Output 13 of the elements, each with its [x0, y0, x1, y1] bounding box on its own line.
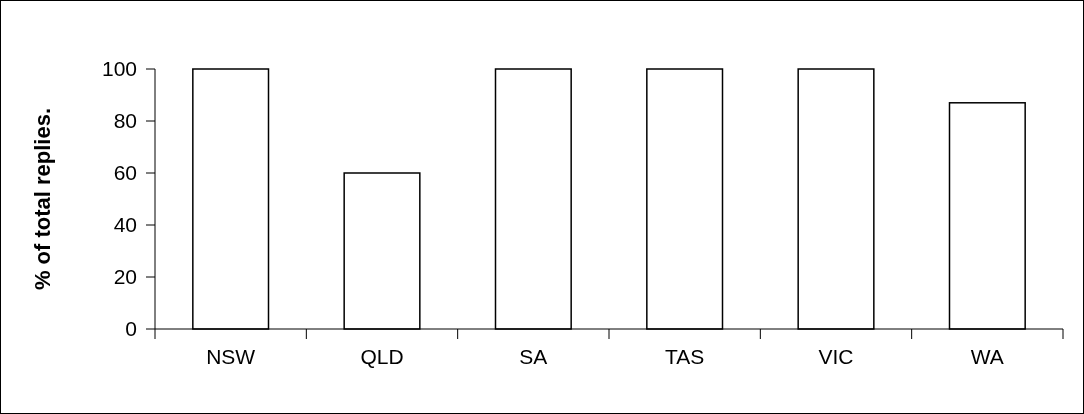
y-tick-label: 0 [125, 317, 137, 341]
y-tick-label: 60 [113, 161, 137, 185]
x-tick-label: NSW [206, 345, 256, 368]
x-tick-label: WA [970, 345, 1004, 368]
y-tick-label: 100 [101, 57, 137, 81]
y-tick-label: 20 [113, 265, 137, 289]
y-tick-label: 80 [113, 109, 137, 133]
x-tick-label: SA [519, 345, 548, 368]
y-tick-label: 40 [113, 213, 137, 237]
x-tick-label: TAS [665, 345, 705, 368]
x-tick-label: VIC [818, 345, 854, 368]
y-axis-title: % of total replies. [30, 107, 55, 291]
x-tick-label: QLD [360, 345, 404, 368]
